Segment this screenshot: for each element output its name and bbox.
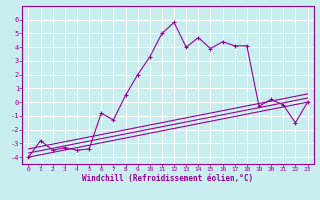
X-axis label: Windchill (Refroidissement éolien,°C): Windchill (Refroidissement éolien,°C) (83, 174, 253, 183)
